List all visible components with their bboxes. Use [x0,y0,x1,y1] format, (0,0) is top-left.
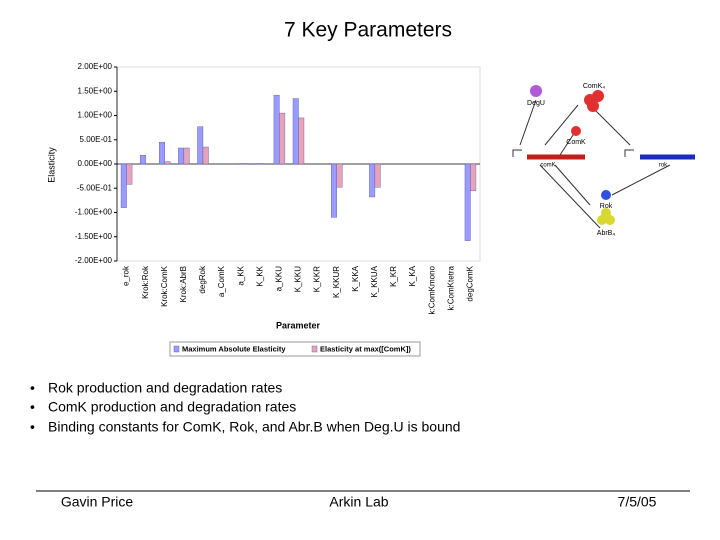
x-tick-label: K_KR [389,266,398,287]
x-tick-label: K_KK [255,265,264,286]
bar [279,112,286,165]
arrow [559,131,576,156]
bar [298,117,305,165]
footer-left: Gavin Price [61,494,134,510]
x-tick-label: K_KA [408,265,417,286]
y-axis-label: Elasticity [46,147,56,183]
x-tick-label: a_KKU [275,266,284,292]
node-comk [571,126,581,136]
bar [464,163,471,241]
bar [331,163,337,218]
x-tick-label: degComK [466,265,475,301]
arrow [554,164,591,206]
bar [126,163,133,185]
legend-box [169,341,421,357]
arrow [611,164,671,196]
bar [183,147,190,165]
node-abrb4 [601,208,611,218]
x-tick-label: e_rok [122,265,131,286]
bar [336,163,343,188]
x-tick-label: a_KK [236,265,245,285]
node-rok [601,190,611,200]
bullet: ComK production and degradation rates [48,399,296,415]
bar [164,161,171,165]
bullet: Binding constants for ComK, Rok, and Abr… [48,419,460,435]
node-comk4 [592,90,604,102]
x-tick-label: Krok:AbrB [179,266,188,302]
bar [374,163,381,188]
x-tick-label: degRok [198,265,207,294]
footer-right: 7/5/05 [618,494,657,510]
slide-title: 7 Key Parameters [284,19,452,42]
bar [273,94,280,165]
y-tick-label: 5.00E-01 [80,135,113,144]
legend-swatch [311,345,318,353]
node-label: Rok [600,203,613,210]
bullet-dot: • [30,399,35,415]
bullet-dot: • [30,380,35,396]
bar [470,163,477,191]
x-tick-label: K_KKUR [332,266,341,298]
x-tick-label: k:ComKtetra [446,265,455,310]
promoter [512,149,522,157]
y-tick-label: -1.00E+00 [75,208,113,217]
y-tick-label: -5.00E-01 [77,183,113,192]
legend-label: Elasticity at max([ComK]) [320,344,411,353]
x-tick-label: k:ComKmono [427,265,436,314]
node-label: comK [540,163,555,169]
node-label: rok [659,163,668,169]
x-tick-label: K_KKR [313,266,322,292]
y-tick-label: 1.00E+00 [78,111,113,120]
bar [197,126,204,165]
legend-swatch [173,345,180,353]
x-tick-label: K_KKA [351,265,360,291]
bullet: Rok production and degradation rates [48,380,282,396]
y-tick-label: 2.00E+00 [78,62,113,71]
y-tick-label: -1.50E+00 [75,232,113,241]
y-tick-label: 1.50E+00 [78,86,113,95]
bar [369,163,376,198]
node-label: ComK₄ [583,83,605,90]
node-label: DegU [527,100,545,107]
bar [120,163,127,208]
footer-center: Arkin Lab [329,494,388,510]
bullet-dot: • [30,419,35,435]
x-tick-label: K_KKUA [370,265,379,297]
x-tick-label: a_ComK [217,265,226,297]
arrow [544,104,579,146]
arrow [519,99,537,146]
node-comk4 [587,100,599,112]
y-tick-label: -2.00E+00 [75,256,113,265]
x-tick-label: Krok:ComK [160,265,169,307]
x-axis-label: Parameter [276,320,321,330]
inhibit [589,104,631,146]
x-tick-label: K_KKU [294,266,303,292]
promoter [624,149,634,157]
y-tick-label: 0.00E+00 [78,159,113,168]
network-diagram [512,99,695,229]
x-tick-label: Krok:Rok [141,265,150,299]
bar [292,98,299,165]
bar [139,155,146,165]
legend-label: Maximum Absolute Elasticity [182,344,286,353]
node-label: AbrB₄ [597,230,616,237]
node-label: ComK [566,139,586,146]
node-degu [530,85,542,97]
bar [178,147,185,165]
bar [202,146,209,165]
bar [159,141,165,165]
inhibit [539,164,601,229]
